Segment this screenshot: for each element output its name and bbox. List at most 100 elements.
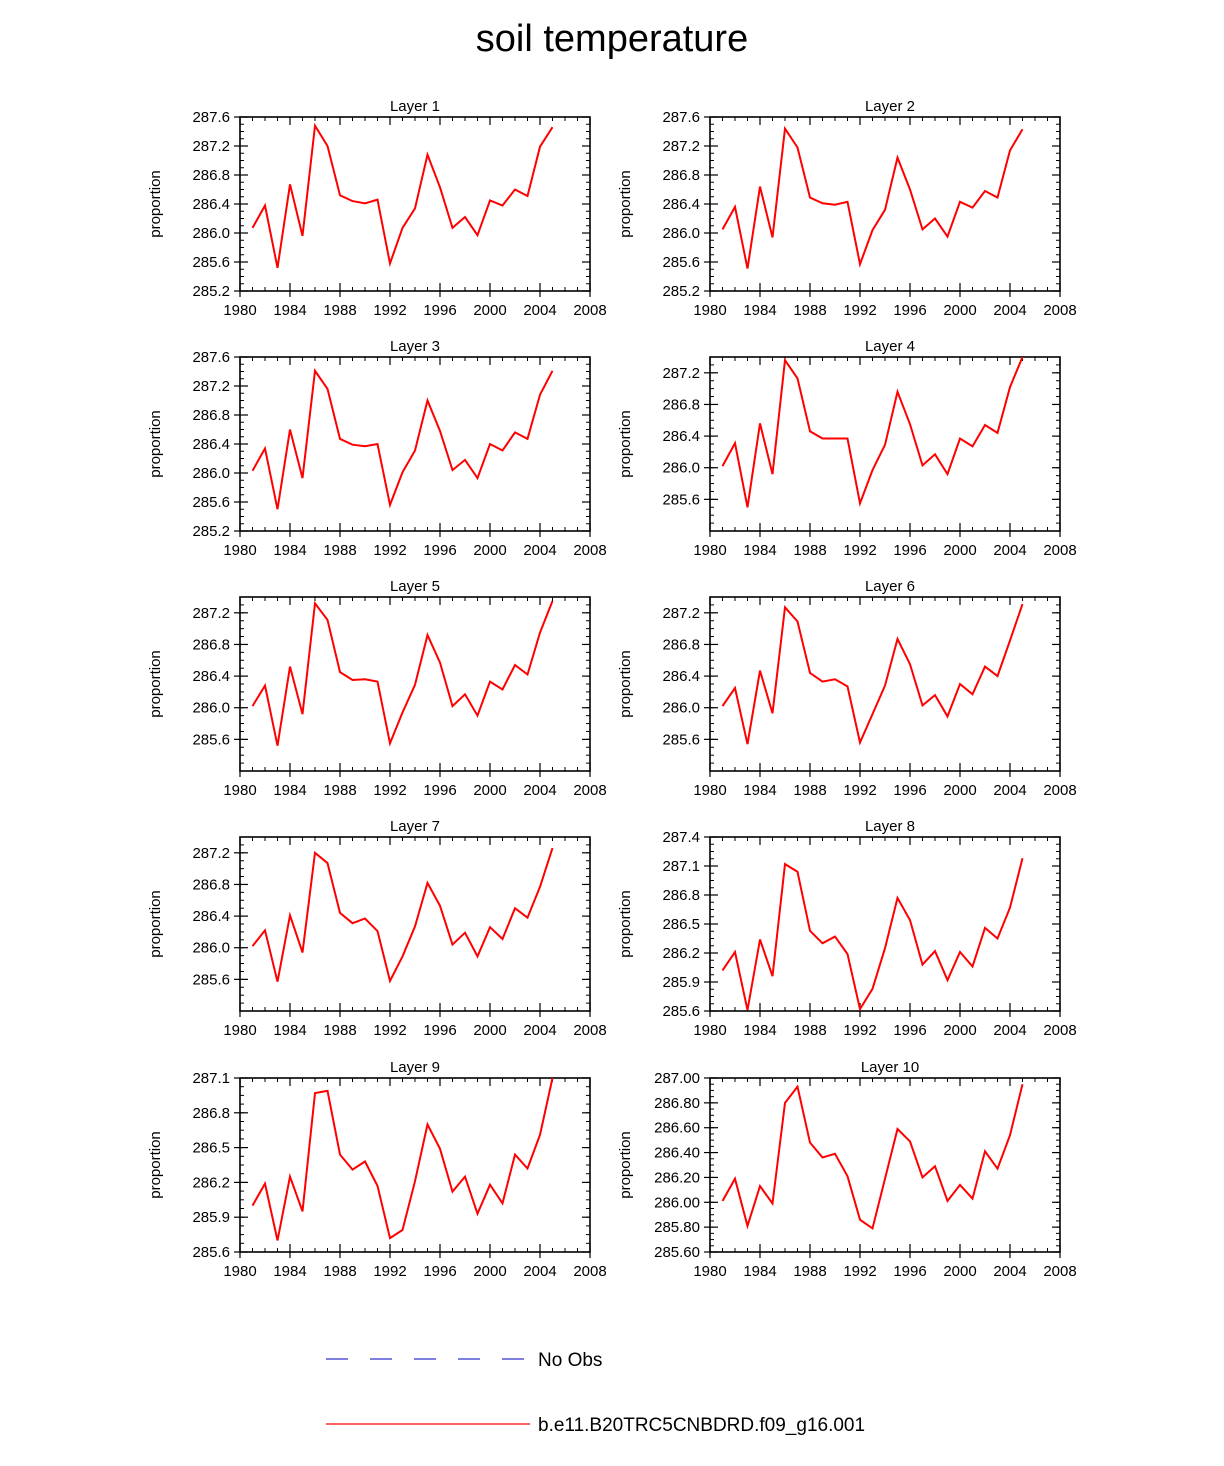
y-axis-label: proportion (147, 650, 164, 718)
x-tick-label: 1984 (743, 1263, 776, 1280)
y-tick-label: 287.6 (192, 109, 230, 126)
x-tick-label: 1988 (793, 1022, 826, 1039)
x-tick-label: 2000 (943, 1263, 976, 1280)
x-tick-label: 1988 (793, 782, 826, 799)
series-line (251, 600, 554, 747)
panel-2: Layer 2 1980 1984 1988 1992 1996 2000 2004 2008 2… (617, 98, 1077, 319)
x-tick-label: 1984 (743, 1022, 776, 1039)
x-tick-label: 1980 (223, 542, 256, 559)
y-tick-label: 285.6 (192, 1244, 230, 1261)
x-tick-label: 1996 (423, 542, 456, 559)
panel-8: Layer 8 1980 1984 1988 1992 1996 2000 2004 2008 2… (617, 818, 1077, 1039)
y-axis-label: proportion (617, 1131, 634, 1199)
panel-3: Layer 3 1980 1984 1988 1992 1996 2000 2004 2008 2… (147, 338, 607, 559)
y-tick-label: 286.2 (192, 1174, 230, 1191)
y-tick-label: 286.0 (662, 460, 700, 477)
x-tick-label: 2008 (1043, 1022, 1076, 1039)
y-tick-label: 286.8 (192, 407, 230, 424)
panel-title: Layer 3 (390, 338, 440, 355)
x-tick-label: 1980 (223, 782, 256, 799)
x-tick-label: 1980 (693, 782, 726, 799)
legend-label-model: b.e11.B20TRC5CNBDRD.f09_g16.001 (538, 1415, 865, 1436)
x-tick-label: 2000 (473, 542, 506, 559)
y-tick-label: 285.2 (192, 283, 230, 300)
panel-6: Layer 6 1980 1984 1988 1992 1996 2000 2004 2008 2… (617, 578, 1077, 799)
y-axis-label: proportion (617, 650, 634, 718)
series-line (721, 1083, 1024, 1231)
x-tick-label: 1980 (693, 542, 726, 559)
series-line (721, 603, 1024, 746)
series-line (251, 122, 554, 268)
panel-title: Layer 6 (865, 578, 915, 595)
x-tick-label: 1984 (743, 782, 776, 799)
x-tick-label: 1988 (323, 302, 356, 319)
panel-9: Layer 9 1980 1984 1988 1992 1996 2000 2004 2008 2… (147, 1059, 607, 1280)
y-tick-label: 286.8 (192, 876, 230, 893)
x-tick-label: 1984 (743, 302, 776, 319)
y-tick-label: 285.6 (662, 731, 700, 748)
legend-label-no-obs: No Obs (538, 1350, 602, 1371)
x-tick-label: 1988 (793, 1263, 826, 1280)
x-tick-label: 2004 (993, 1263, 1026, 1280)
panel-title: Layer 5 (390, 578, 440, 595)
x-tick-label: 1980 (693, 302, 726, 319)
y-tick-label: 286.8 (662, 887, 700, 904)
x-tick-label: 2000 (943, 1022, 976, 1039)
y-tick-label: 287.00 (654, 1070, 700, 1087)
panel-1: Layer 1 1980 1984 1988 1992 1996 2000 2004 2008 2… (147, 98, 607, 319)
x-tick-label: 1996 (893, 1022, 926, 1039)
y-axis-label: proportion (617, 170, 634, 238)
panel-title: Layer 8 (865, 818, 915, 835)
x-tick-label: 2008 (573, 1022, 606, 1039)
x-tick-label: 1992 (843, 1022, 876, 1039)
x-tick-label: 1984 (273, 1263, 306, 1280)
y-axis-label: proportion (147, 1131, 164, 1199)
plot-frame (709, 116, 1061, 292)
y-tick-label: 286.60 (654, 1120, 700, 1137)
legend: No Obs b.e11.B20TRC5CNBDRD.f09_g16.001 (326, 1350, 865, 1436)
x-tick-label: 1988 (323, 782, 356, 799)
series-line (721, 858, 1024, 1011)
x-tick-label: 2000 (943, 302, 976, 319)
y-tick-label: 286.4 (192, 668, 230, 685)
y-tick-label: 286.00 (654, 1194, 700, 1211)
panel-7: Layer 7 1980 1984 1988 1992 1996 2000 2004 2008 2… (147, 818, 607, 1039)
y-tick-label: 286.4 (662, 668, 700, 685)
y-tick-label: 286.0 (192, 465, 230, 482)
x-tick-label: 1996 (893, 782, 926, 799)
x-tick-label: 1984 (273, 1022, 306, 1039)
y-tick-label: 287.1 (192, 1070, 230, 1087)
y-axis-label: proportion (147, 410, 164, 478)
y-tick-label: 286.0 (662, 225, 700, 242)
x-tick-label: 1984 (273, 542, 306, 559)
y-tick-label: 286.2 (662, 945, 700, 962)
x-tick-label: 2008 (1043, 782, 1076, 799)
panel-title: Layer 10 (861, 1059, 919, 1076)
y-tick-label: 286.4 (192, 436, 230, 453)
y-tick-label: 286.40 (654, 1145, 700, 1162)
y-tick-label: 285.6 (192, 494, 230, 511)
panel-5: Layer 5 1980 1984 1988 1992 1996 2000 2004 2008 2… (147, 578, 607, 799)
x-tick-label: 2008 (573, 1263, 606, 1280)
x-tick-label: 2000 (943, 782, 976, 799)
y-tick-label: 286.8 (192, 1105, 230, 1122)
y-tick-label: 285.9 (192, 1209, 230, 1226)
x-tick-label: 1992 (843, 782, 876, 799)
y-tick-label: 285.9 (662, 974, 700, 991)
y-tick-label: 286.8 (662, 396, 700, 413)
x-tick-label: 1980 (693, 1022, 726, 1039)
y-tick-label: 287.2 (192, 845, 230, 862)
plot-frame (239, 1077, 591, 1253)
x-tick-label: 2004 (523, 782, 556, 799)
x-tick-label: 2004 (523, 542, 556, 559)
y-tick-label: 285.60 (654, 1244, 700, 1261)
y-tick-label: 286.0 (192, 940, 230, 957)
y-tick-label: 285.6 (662, 254, 700, 271)
panel-title: Layer 2 (865, 98, 915, 115)
x-tick-label: 2000 (473, 1263, 506, 1280)
x-tick-label: 1980 (223, 1022, 256, 1039)
x-tick-label: 2004 (523, 1022, 556, 1039)
x-tick-label: 1992 (373, 1022, 406, 1039)
y-tick-label: 285.80 (654, 1219, 700, 1236)
